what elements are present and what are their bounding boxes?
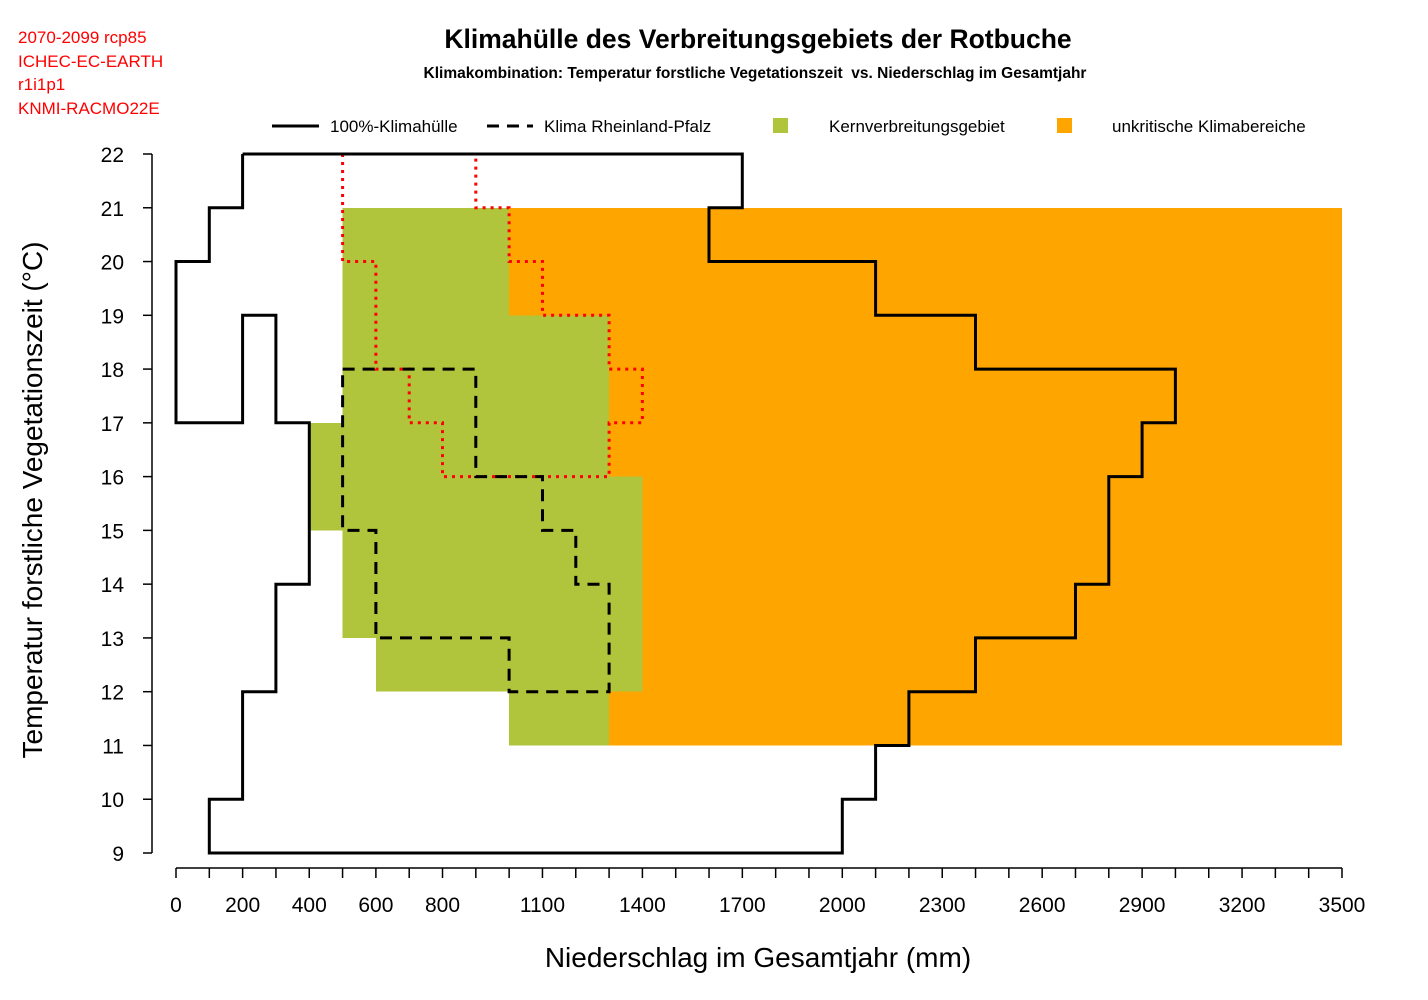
y-tick-label: 19 bbox=[101, 305, 124, 328]
legend-label-rlp: Klima Rheinland-Pfalz bbox=[544, 117, 711, 136]
unkritisch-layer bbox=[509, 207, 1343, 746]
y-tick-label: 20 bbox=[101, 252, 124, 275]
scenario-rcm: KNMI-RACMO22E bbox=[18, 98, 160, 118]
x-axis: 0 200 400 600 800 1100 1400 1700 2000 2300 2600 290… bbox=[170, 867, 1366, 917]
x-tick-label: 800 bbox=[425, 894, 460, 917]
y-tick-label: 11 bbox=[102, 735, 124, 758]
klima-rlp-line bbox=[341, 367, 611, 694]
x-tick-label: 1100 bbox=[520, 894, 565, 917]
x-tick-label: 1400 bbox=[619, 894, 666, 917]
unkritisch-cell-0 bbox=[509, 207, 1343, 746]
chart-subtitle: Klimakombination: Temperatur forstliche … bbox=[424, 65, 1087, 82]
y-tick-label: 13 bbox=[101, 628, 124, 651]
kern-cell-0 bbox=[342, 207, 510, 262]
legend-label-unkritisch: unkritische Klimabereiche bbox=[1112, 117, 1306, 136]
scenario-info: 2070-2099 rcp85 ICHEC-EC-EARTH r1i1p1 KN… bbox=[18, 26, 163, 120]
y-tick-label: 18 bbox=[101, 359, 124, 382]
y-axis: 9 10 11 12 13 14 15 16 17 18 19 20 21 22 bbox=[101, 144, 153, 866]
lines-layer bbox=[174, 152, 1177, 855]
x-tick-label: 400 bbox=[292, 894, 327, 917]
kern-cell-8 bbox=[342, 584, 643, 638]
kern-cell-4 bbox=[342, 422, 610, 477]
kern-cell-6 bbox=[342, 476, 643, 531]
x-tick-label: 200 bbox=[225, 894, 260, 917]
legend: 100%-Klimahülle Klima Rheinland-Pfalz Ke… bbox=[272, 117, 1306, 136]
y-tick-label: 21 bbox=[101, 198, 124, 221]
kern-cell-5 bbox=[309, 422, 343, 531]
x-tick-label: 3200 bbox=[1219, 894, 1266, 917]
x-tick-label: 2600 bbox=[1019, 894, 1066, 917]
x-tick-label: 1700 bbox=[719, 894, 766, 917]
y-tick-label: 16 bbox=[101, 467, 124, 490]
y-tick-label: 15 bbox=[101, 520, 124, 543]
klimahuelle-line bbox=[174, 152, 1177, 855]
x-tick-label: 2000 bbox=[819, 894, 866, 917]
x-axis-label: Niederschlag im Gesamtjahr (mm) bbox=[545, 942, 971, 973]
y-tick-label: 9 bbox=[112, 843, 124, 866]
scenario-gcm: ICHEC-EC-EARTH bbox=[18, 51, 164, 71]
y-tick-label: 17 bbox=[101, 413, 124, 436]
x-tick-label: 2900 bbox=[1119, 894, 1166, 917]
legend-kern-square-icon bbox=[773, 118, 788, 133]
y-tick-label: 22 bbox=[101, 144, 124, 167]
kern-cell-10 bbox=[509, 691, 610, 746]
y-tick-label: 10 bbox=[101, 789, 124, 812]
y-tick-label: 14 bbox=[101, 574, 125, 597]
legend-unkritisch-square-icon bbox=[1057, 118, 1072, 133]
x-tick-label: 2300 bbox=[919, 894, 966, 917]
kern-cell-2 bbox=[342, 315, 610, 370]
y-axis-label: Temperatur forstliche Vegetationszeit (°… bbox=[17, 242, 48, 759]
kern-cell-1 bbox=[342, 261, 510, 316]
legend-label-klimahuelle: 100%-Klimahülle bbox=[330, 117, 458, 136]
x-tick-label: 0 bbox=[170, 894, 182, 917]
kern-layer bbox=[309, 207, 643, 746]
chart-title: Klimahülle des Verbreitungsgebiets der R… bbox=[444, 24, 1071, 54]
x-tick-label: 600 bbox=[358, 894, 393, 917]
legend-label-kern: Kernverbreitungsgebiet bbox=[829, 117, 1005, 136]
kern-cell-9 bbox=[375, 637, 643, 692]
y-tick-label: 12 bbox=[101, 682, 124, 705]
kern-cell-7 bbox=[342, 530, 643, 585]
scenario-member: r1i1p1 bbox=[18, 75, 66, 94]
scenario-period: 2070-2099 rcp85 bbox=[18, 28, 147, 47]
x-tick-label: 3500 bbox=[1319, 894, 1366, 917]
